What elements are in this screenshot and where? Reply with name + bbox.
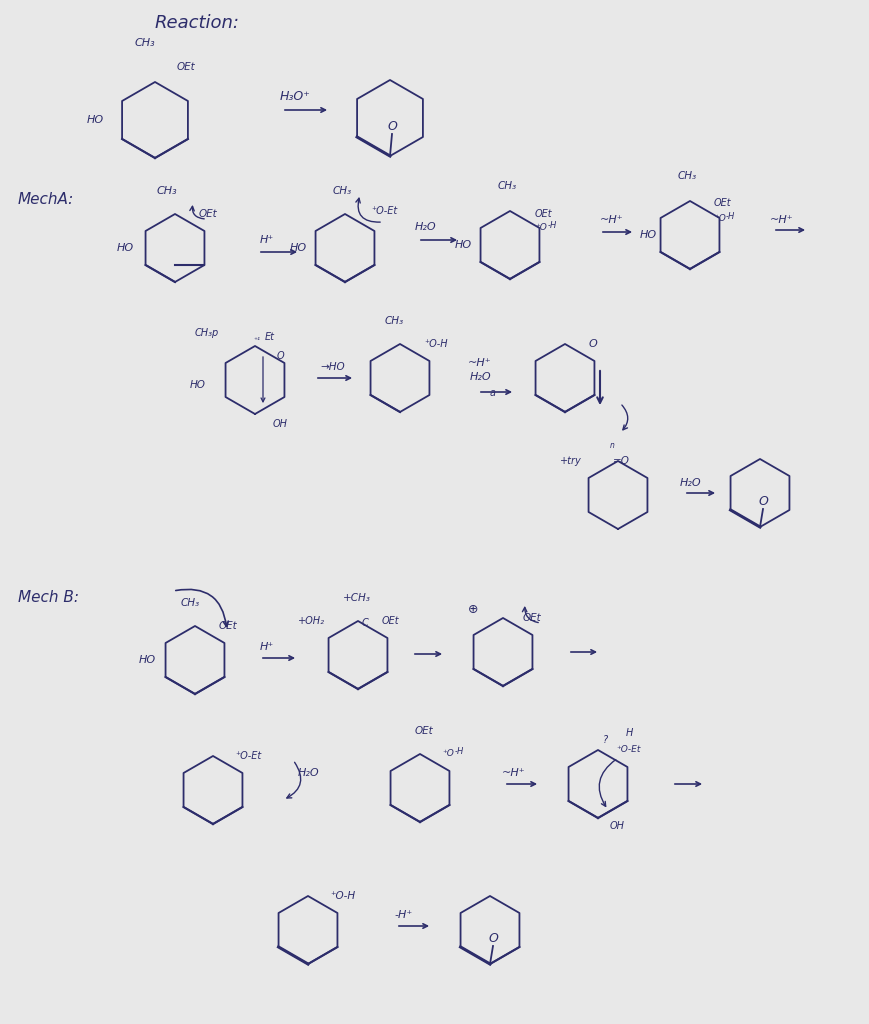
Text: HO: HO [640,230,656,240]
Text: ~H⁺: ~H⁺ [600,215,623,225]
Text: OEt: OEt [713,198,731,208]
Text: =O: =O [613,456,629,466]
Text: +OH₂: +OH₂ [298,616,325,626]
Text: HO: HO [454,240,472,250]
Text: HO: HO [87,115,104,125]
Text: ⁺O: ⁺O [534,223,547,232]
Text: O: O [387,120,396,133]
Text: ⁺O: ⁺O [441,749,454,758]
Text: ~H⁺: ~H⁺ [468,358,491,368]
Text: -H: -H [547,221,557,230]
Text: OH: OH [273,419,288,429]
Text: ⁺¹: ⁺¹ [253,336,260,345]
Text: CH₃: CH₃ [181,598,200,608]
Text: Et: Et [265,332,275,342]
Text: ⁺O-Et: ⁺O-Et [235,751,261,761]
Text: ⁺O-H: ⁺O-H [329,891,355,901]
Text: a: a [489,388,495,398]
Text: ⁺O-Et: ⁺O-Et [615,745,640,754]
Text: n: n [609,441,614,450]
Text: →HO: →HO [320,362,344,372]
Text: MechA:: MechA: [18,193,74,207]
Text: H₂O: H₂O [415,222,436,232]
Text: CH₃: CH₃ [385,316,404,326]
Text: OEt: OEt [415,726,434,736]
Text: ⁺O-Et: ⁺O-Et [370,206,397,216]
Text: CH₃: CH₃ [156,186,177,196]
Text: H₂O: H₂O [469,372,491,382]
Text: OEt: OEt [199,209,217,219]
Text: HO: HO [189,380,206,390]
Text: CH₃: CH₃ [497,181,516,191]
Text: HO: HO [139,655,156,665]
Text: +try: +try [560,456,581,466]
Text: O: O [757,495,767,508]
Text: ?: ? [602,735,607,745]
Text: OH: OH [609,821,624,831]
Text: -H⁺: -H⁺ [395,910,413,920]
Text: -H: -H [725,212,734,221]
Text: H₂O: H₂O [680,478,700,488]
Text: CH₃: CH₃ [135,38,156,48]
Text: HO: HO [289,243,307,253]
Text: H: H [626,728,633,738]
Text: OEt: OEt [534,209,552,219]
Text: OEt: OEt [381,616,399,626]
Text: -H: -H [454,746,464,756]
Text: OEt: OEt [522,613,541,623]
Text: O: O [488,932,497,945]
Text: OEt: OEt [219,621,237,631]
Text: CH₃p: CH₃p [195,328,219,338]
Text: H₃O⁺: H₃O⁺ [280,90,310,103]
Text: C: C [362,618,368,628]
Text: CH₃: CH₃ [677,171,696,181]
Text: ⁺O-H: ⁺O-H [423,339,448,349]
Text: H⁺: H⁺ [260,642,274,652]
Text: ⊕: ⊕ [468,603,478,616]
Text: H₂O: H₂O [298,768,319,778]
Text: HO: HO [116,243,134,253]
Text: ⁺O: ⁺O [713,214,725,223]
Text: H⁺: H⁺ [260,234,274,245]
Text: OEt: OEt [176,62,196,72]
Text: CH₃: CH₃ [333,186,352,196]
Text: ~H⁺: ~H⁺ [501,768,525,778]
Text: ~H⁺: ~H⁺ [769,215,793,225]
Text: O: O [588,339,597,349]
Text: +CH₃: +CH₃ [342,593,370,603]
Text: Reaction:: Reaction: [155,14,240,32]
Text: Mech B:: Mech B: [18,590,79,605]
Text: O: O [276,351,284,361]
